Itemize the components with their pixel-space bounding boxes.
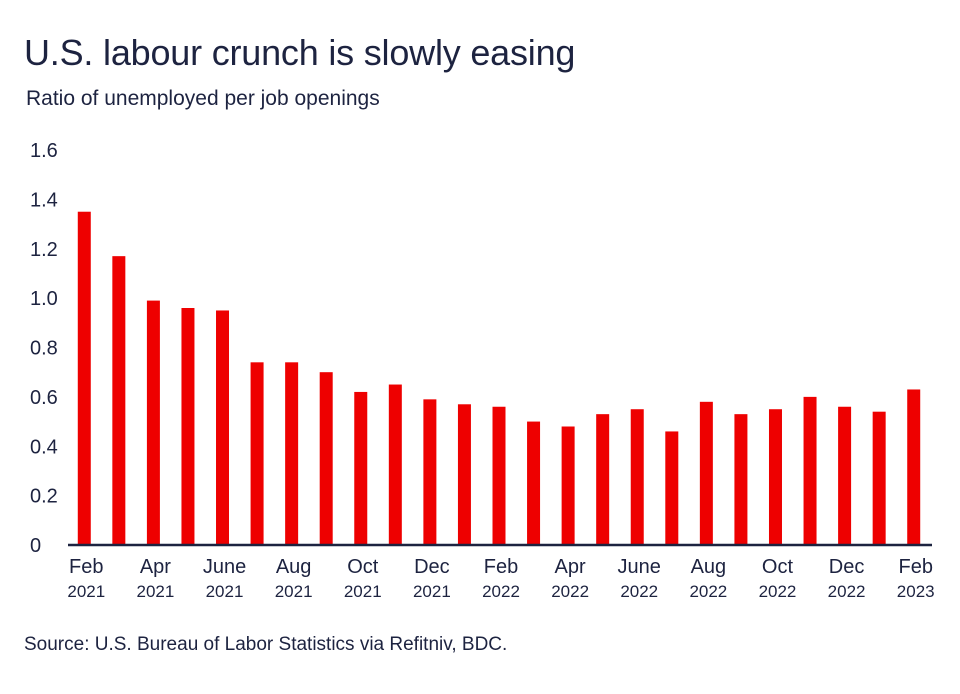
x-tick-year-label: 2022: [828, 582, 866, 601]
x-tick-year-label: 2021: [344, 582, 382, 601]
x-tick-year-label: 2022: [551, 582, 589, 601]
x-tick-month-label: Apr: [140, 556, 171, 578]
chart-subtitle: Ratio of unemployed per job openings: [26, 87, 380, 110]
x-tick-month-label: Oct: [762, 556, 794, 578]
x-tick-month-label: Oct: [347, 556, 379, 578]
bar: [181, 308, 195, 545]
x-tick-year-label: 2022: [620, 582, 658, 601]
y-tick-label: 0: [30, 535, 41, 557]
bar: [77, 211, 91, 545]
bar: [457, 404, 471, 545]
x-tick-year-label: 2022: [482, 582, 520, 601]
x-tick-month-label: June: [618, 556, 661, 578]
x-axis-ticks: Feb 2021 Apr 2021 June 2021 Aug 2021 Oct 2021 Dec 2…: [67, 556, 934, 601]
bar: [803, 396, 817, 545]
bar: [872, 411, 886, 545]
x-tick-year-label: 2021: [136, 582, 174, 601]
y-tick-label: 1.2: [30, 239, 58, 261]
x-tick-month-label: Feb: [898, 556, 932, 578]
y-tick-label: 0.2: [30, 486, 58, 508]
x-tick-year-label: 2022: [759, 582, 797, 601]
x-tick-month-label: June: [203, 556, 246, 578]
bar: [112, 256, 126, 545]
x-tick-month-label: Aug: [276, 556, 312, 578]
bar: [596, 414, 610, 545]
x-tick-month-label: Aug: [691, 556, 727, 578]
bar: [734, 414, 748, 545]
x-tick-year-label: 2023: [897, 582, 935, 601]
bar: [146, 300, 160, 545]
x-tick-year-label: 2021: [206, 582, 244, 601]
bar: [388, 384, 402, 545]
x-tick-month-label: Dec: [414, 556, 450, 578]
bars-group: [77, 211, 921, 545]
bar: [492, 406, 506, 545]
chart-source: Source: U.S. Bureau of Labor Statistics …: [24, 634, 508, 655]
bar: [630, 409, 644, 545]
bar: [250, 362, 264, 545]
bar: [285, 362, 299, 545]
bar: [838, 406, 852, 545]
y-tick-label: 0.8: [30, 338, 58, 360]
y-tick-label: 0.4: [30, 436, 58, 458]
x-tick-month-label: Apr: [555, 556, 586, 578]
bar: [699, 401, 713, 545]
x-tick-month-label: Feb: [484, 556, 518, 578]
y-tick-label: 1.6: [30, 140, 58, 162]
x-tick-year-label: 2021: [67, 582, 105, 601]
x-tick-month-label: Feb: [69, 556, 103, 578]
bar: [665, 431, 679, 545]
x-tick-year-label: 2021: [413, 582, 451, 601]
chart-title: U.S. labour crunch is slowly easing: [24, 32, 576, 73]
bar: [319, 372, 333, 545]
bar: [768, 409, 782, 545]
x-tick-year-label: 2022: [689, 582, 727, 601]
bar: [907, 389, 921, 545]
bar: [423, 399, 437, 545]
bar: [354, 391, 368, 545]
bar: [216, 310, 230, 545]
bar: [527, 421, 541, 545]
bar: [561, 426, 575, 545]
y-tick-label: 0.6: [30, 387, 58, 409]
x-tick-year-label: 2021: [275, 582, 313, 601]
y-axis-ticks: 0 0.2 0.4 0.6 0.8 1.0 1.2 1.4 1.6: [30, 140, 58, 557]
y-tick-label: 1.0: [30, 288, 58, 310]
x-tick-month-label: Dec: [829, 556, 865, 578]
y-tick-label: 1.4: [30, 189, 58, 211]
